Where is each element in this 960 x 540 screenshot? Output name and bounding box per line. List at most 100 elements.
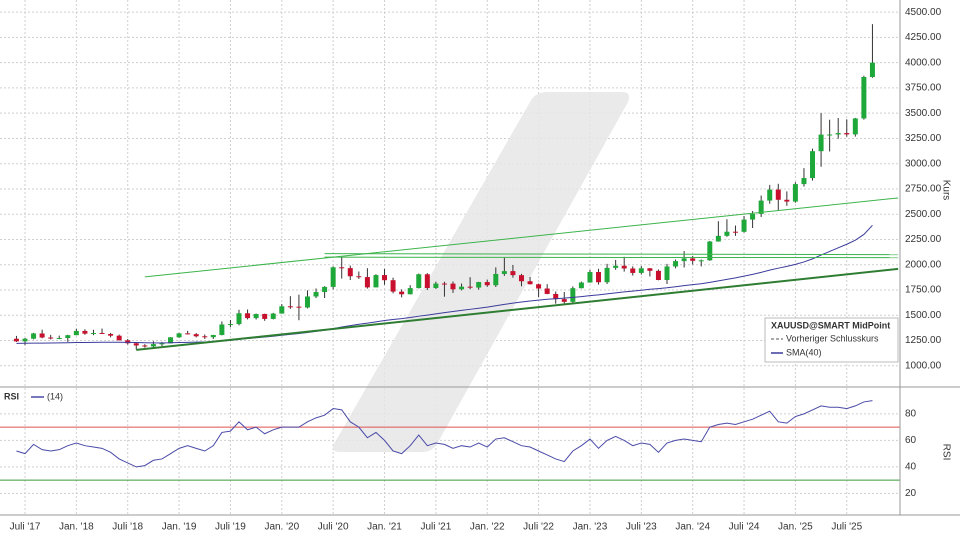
candle-body <box>518 275 524 282</box>
legend-box <box>764 317 899 363</box>
y-tick-label: 2500.00 <box>905 209 942 220</box>
candle-body <box>792 184 798 202</box>
candle-body <box>116 335 122 341</box>
candle-body <box>159 343 165 345</box>
sma-line <box>16 224 873 344</box>
candle-body <box>287 306 293 308</box>
legend: XAUUSD@SMART MidPoint Vorheriger Schluss… <box>764 317 899 363</box>
plot-layer <box>0 24 900 481</box>
candle-body <box>125 340 131 344</box>
candle-body <box>48 337 54 339</box>
candle-body <box>202 336 208 338</box>
candle-body <box>732 231 738 233</box>
candle-body <box>56 338 62 340</box>
candle-body <box>219 324 225 335</box>
y-tick-label: 1500.00 <box>905 310 942 321</box>
candle-body <box>476 282 482 288</box>
candle-body <box>869 62 875 77</box>
candle-body <box>150 344 156 347</box>
legend-label: Vorheriger Schlusskurs <box>786 333 879 343</box>
candle-body <box>501 271 507 274</box>
candle-body <box>245 313 251 319</box>
candle-body <box>176 333 182 338</box>
y-tick-label: 4000.00 <box>905 57 942 68</box>
candle-body <box>279 306 285 314</box>
legend-title: XAUUSD@SMART MidPoint <box>771 320 890 330</box>
y-tick-label: 1750.00 <box>905 285 942 296</box>
candle-body <box>450 283 456 290</box>
candle-body <box>536 284 542 289</box>
y-tick-label: 2250.00 <box>905 234 942 245</box>
x-tick-label: Jan. '24 <box>675 522 710 533</box>
candle-body <box>604 267 610 283</box>
candle-body <box>570 288 576 302</box>
candle-body <box>775 189 781 200</box>
candle-body <box>527 281 533 285</box>
candle-body <box>227 324 233 326</box>
candle-body <box>578 282 584 289</box>
x-tick-label: Juli '17 <box>10 522 41 533</box>
candle-body <box>133 343 139 346</box>
candle-body <box>655 270 661 281</box>
candle-body <box>561 299 567 302</box>
candle-body <box>741 219 747 232</box>
y-tick-label: 3250.00 <box>905 133 942 144</box>
candle-body <box>39 333 45 338</box>
x-tick-label: Juli '25 <box>831 522 862 533</box>
candle-body <box>493 273 499 286</box>
candle-body <box>65 335 71 339</box>
candle-body <box>424 274 430 288</box>
candle-body <box>467 286 473 288</box>
y-tick-label: 2750.00 <box>905 184 942 195</box>
legend-label: SMA(40) <box>786 347 822 357</box>
candle-body <box>707 241 713 261</box>
candle-body <box>861 77 867 119</box>
x-tick-label: Juli '23 <box>626 522 657 533</box>
candle-body <box>236 313 242 325</box>
candle-body <box>108 333 114 336</box>
candle-body <box>185 333 191 335</box>
candle-body <box>13 338 19 342</box>
y-tick-label: 2000.00 <box>905 259 942 270</box>
x-tick-label: Juli '22 <box>523 522 554 533</box>
candle-body <box>407 288 413 295</box>
candle-body <box>681 258 687 262</box>
candle-body <box>459 286 465 290</box>
x-tick-label: Jan. '25 <box>778 522 813 533</box>
trendline <box>324 256 899 259</box>
candle-body <box>818 134 824 152</box>
candle-body <box>510 271 516 276</box>
candle-body <box>322 286 328 293</box>
candle-body <box>296 306 302 308</box>
y-tick-label: 3750.00 <box>905 83 942 94</box>
y-axis-label: Kurs <box>940 180 951 201</box>
candle-body <box>544 288 550 294</box>
x-tick-label: Jan. '19 <box>162 522 197 533</box>
y-tick-label: 40 <box>905 462 917 473</box>
x-tick-label: Jan. '21 <box>367 522 402 533</box>
candle-body <box>758 200 764 214</box>
y-tick-label: 60 <box>905 435 917 446</box>
candle-body <box>844 133 850 135</box>
candle-body <box>390 280 396 292</box>
candle-body <box>330 267 336 287</box>
legend-label: (14) <box>47 391 63 401</box>
trendline <box>324 253 899 256</box>
panel-title: RSI <box>4 391 19 401</box>
trendline <box>144 197 899 278</box>
candle-body <box>621 265 627 269</box>
candle-body <box>193 334 199 337</box>
candle-body <box>690 258 696 261</box>
candle-body <box>99 332 105 334</box>
candle-body <box>441 283 447 285</box>
candle-body <box>22 338 28 342</box>
candle-body <box>852 118 858 135</box>
y-axis-label: RSI <box>940 444 951 461</box>
candle-body <box>356 276 362 278</box>
x-tick-label: Jan. '20 <box>264 522 299 533</box>
candle-body <box>638 268 644 273</box>
candle-body <box>210 334 216 338</box>
candle-body <box>784 199 790 202</box>
